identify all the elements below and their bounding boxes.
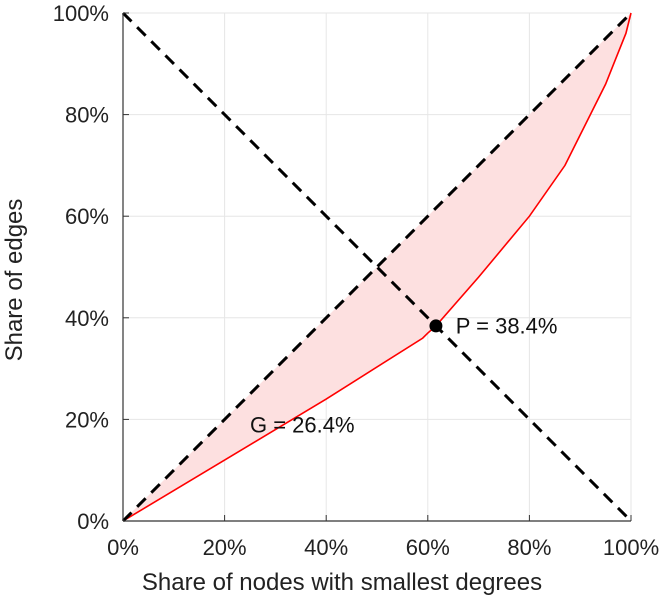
- y-tick-label: 80%: [65, 103, 109, 128]
- gini-area-fill: [123, 13, 631, 521]
- x-tick-label: 100%: [603, 535, 659, 560]
- fill-layer: [123, 13, 631, 521]
- y-axis-title: Share of edges: [1, 199, 28, 362]
- axes: [122, 12, 632, 522]
- x-tick-label: 80%: [507, 535, 551, 560]
- annotation-label: P = 38.4%: [456, 313, 558, 338]
- annotations: G = 26.4% P = 38.4%: [250, 313, 557, 437]
- x-tick-label: 20%: [203, 535, 247, 560]
- y-tick-labels: 0% 20% 40% 60% 80% 100%: [53, 1, 109, 534]
- y-tick-label: 60%: [65, 204, 109, 229]
- x-axis-title: Share of nodes with smallest degrees: [142, 569, 542, 596]
- y-tick-label: 40%: [65, 306, 109, 331]
- x-tick-label: 0%: [107, 535, 139, 560]
- y-tick-label: 20%: [65, 407, 109, 432]
- intersection-point-marker: [429, 319, 443, 333]
- series-lines: [121, 11, 633, 523]
- annotation-label: G = 26.4%: [250, 412, 355, 437]
- y-tick-label: 100%: [53, 1, 109, 26]
- x-tick-label: 40%: [304, 535, 348, 560]
- x-tick-labels: 0% 20% 40% 60% 80% 100%: [107, 535, 659, 560]
- y-tick-label: 0%: [77, 509, 109, 534]
- lorenz-curve-line: [122, 12, 632, 522]
- x-tick-label: 60%: [406, 535, 450, 560]
